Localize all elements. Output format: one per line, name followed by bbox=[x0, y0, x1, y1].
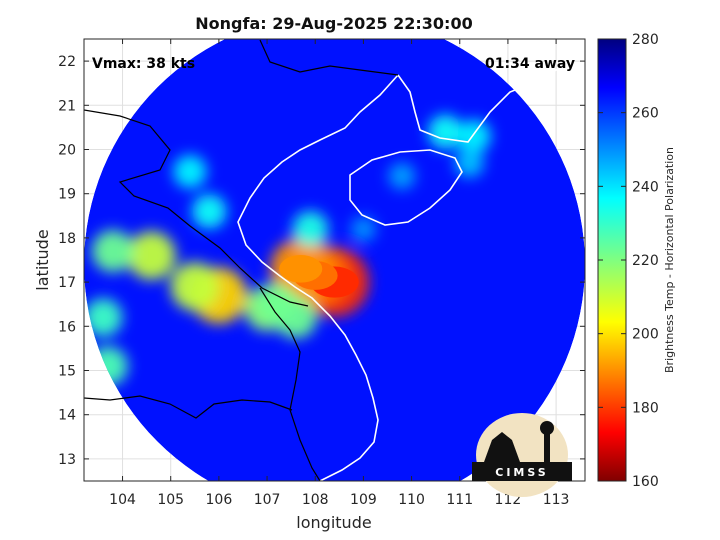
x-axis: 104 105 106 107 108 109 110 111 112 113 bbox=[109, 39, 569, 508]
brightness-feature bbox=[428, 114, 463, 150]
brightness-feature bbox=[91, 230, 135, 273]
logo-tower bbox=[544, 432, 550, 462]
brightness-feature bbox=[84, 298, 123, 337]
colorbar-ticks: 160 180 200 220 240 260 280 bbox=[598, 32, 659, 490]
x-tick-label: 110 bbox=[398, 492, 425, 508]
x-tick-label: 104 bbox=[109, 492, 136, 508]
brightness-feature bbox=[255, 283, 298, 326]
colorbar-tick-label: 160 bbox=[632, 474, 659, 490]
cimss-logo: CIMSS bbox=[472, 413, 572, 497]
x-tick-label: 113 bbox=[543, 492, 570, 508]
time-away-annotation: 01:34 away bbox=[485, 56, 575, 72]
brightness-feature bbox=[170, 262, 220, 311]
brightness-feature bbox=[457, 119, 491, 153]
x-tick-label: 106 bbox=[206, 492, 233, 508]
coastlines bbox=[237, 51, 585, 481]
y-tick-label: 16 bbox=[58, 319, 76, 335]
y-tick-label: 19 bbox=[58, 187, 76, 203]
logo-tank bbox=[540, 421, 554, 435]
y-axis-label: latitude bbox=[33, 229, 52, 290]
colorbar-tick-label: 260 bbox=[632, 106, 659, 122]
logo-text: CIMSS bbox=[495, 466, 548, 479]
y-tick-label: 18 bbox=[58, 231, 76, 247]
y-tick-label: 22 bbox=[58, 54, 76, 70]
vmax-annotation: Vmax: 38 kts bbox=[92, 56, 195, 72]
swath bbox=[84, 39, 585, 481]
y-tick-label: 15 bbox=[58, 364, 76, 380]
colorbar-tick-label: 240 bbox=[632, 179, 659, 195]
y-tick-label: 14 bbox=[58, 408, 76, 424]
x-tick-label: 107 bbox=[254, 492, 281, 508]
colorbar-tick-label: 180 bbox=[632, 400, 659, 416]
brightness-feature bbox=[388, 162, 416, 190]
x-tick-label: 109 bbox=[350, 492, 377, 508]
borders bbox=[84, 39, 399, 481]
cold-core bbox=[279, 255, 323, 283]
colorbar-label: Brightness Temp - Horizontal Polarizatio… bbox=[663, 147, 676, 373]
x-tick-label: 108 bbox=[302, 492, 329, 508]
brightness-feature bbox=[454, 148, 485, 178]
y-tick-label: 17 bbox=[58, 275, 76, 291]
logo-dish bbox=[484, 432, 520, 462]
colorbar-tick-label: 200 bbox=[632, 327, 659, 343]
colorbar-tick-label: 220 bbox=[632, 253, 659, 269]
brightness-feature bbox=[173, 154, 207, 189]
y-tick-label: 21 bbox=[58, 98, 76, 114]
x-tick-label: 105 bbox=[157, 492, 184, 508]
logo-band bbox=[472, 462, 572, 481]
brightness-feature bbox=[127, 231, 176, 280]
x-axis-label: longitude bbox=[296, 513, 371, 532]
y-tick-label: 13 bbox=[58, 452, 76, 468]
x-tick-label: 111 bbox=[446, 492, 473, 508]
plot-frame bbox=[83, 38, 586, 482]
colorbar-tick-label: 280 bbox=[632, 32, 659, 48]
chart-title: Nongfa: 29-Aug-2025 22:30:00 bbox=[195, 14, 472, 33]
brightness-feature bbox=[191, 194, 227, 229]
brightness-feature bbox=[292, 211, 329, 247]
brightness-feature bbox=[350, 216, 377, 242]
y-tick-label: 20 bbox=[58, 143, 76, 159]
y-axis: 13 14 15 16 17 18 19 20 21 22 bbox=[58, 54, 585, 468]
